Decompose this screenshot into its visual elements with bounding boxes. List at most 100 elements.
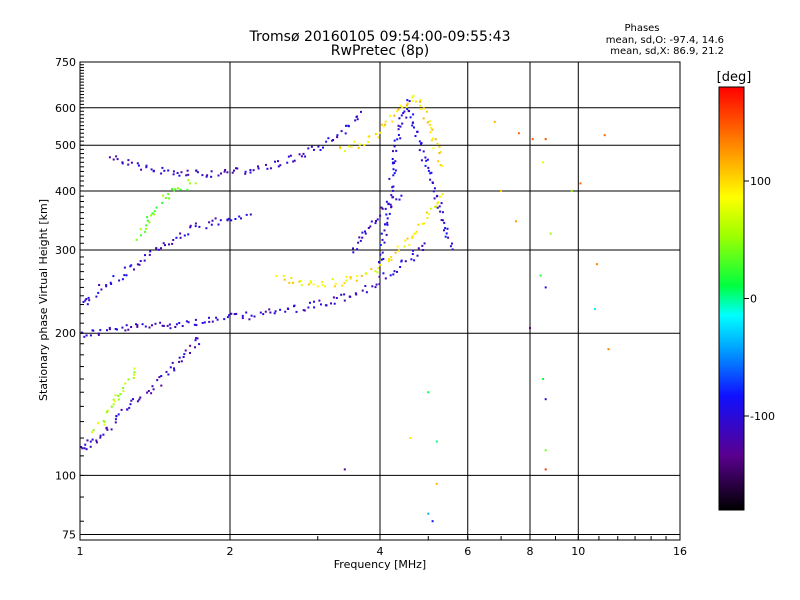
data-point <box>163 169 166 172</box>
data-point <box>449 245 452 248</box>
data-point <box>188 182 191 185</box>
data-point <box>118 279 121 282</box>
data-point <box>397 124 400 127</box>
data-point <box>169 366 172 369</box>
data-point <box>400 194 403 197</box>
data-point <box>409 437 412 439</box>
data-point <box>217 174 220 177</box>
data-point <box>173 189 176 192</box>
data-point <box>436 142 439 145</box>
data-point <box>233 313 236 316</box>
data-point <box>529 327 531 330</box>
data-point <box>139 228 142 231</box>
data-point <box>382 125 385 128</box>
data-point <box>124 382 127 385</box>
data-point <box>429 178 432 181</box>
data-point <box>136 400 139 403</box>
data-point <box>339 147 342 150</box>
data-point <box>168 197 171 200</box>
data-point <box>369 225 372 228</box>
data-point <box>392 189 394 192</box>
data-point <box>148 326 151 329</box>
data-point <box>393 145 396 148</box>
data-point <box>404 239 407 242</box>
data-point <box>130 264 133 267</box>
data-point <box>396 138 399 141</box>
data-point <box>544 398 547 401</box>
data-point <box>438 205 441 208</box>
data-point <box>391 186 394 189</box>
data-point <box>160 172 163 175</box>
data-point <box>345 124 347 127</box>
data-point <box>339 146 342 149</box>
stats-header: Phases <box>624 23 659 34</box>
data-point <box>156 379 159 382</box>
data-point <box>292 281 295 284</box>
data-point <box>198 343 201 346</box>
data-point <box>375 283 378 286</box>
data-point <box>121 278 124 281</box>
data-point <box>160 375 163 377</box>
data-point <box>146 216 149 219</box>
data-point <box>313 148 315 151</box>
data-point <box>179 232 182 235</box>
data-point <box>539 274 542 277</box>
data-point <box>390 255 393 258</box>
data-points <box>80 94 610 523</box>
data-point <box>451 248 454 251</box>
data-point <box>411 99 414 102</box>
data-point <box>307 283 310 286</box>
data-point <box>211 219 214 222</box>
data-point <box>185 174 188 177</box>
data-point <box>274 160 276 163</box>
y-tick-label: 600 <box>55 102 76 115</box>
data-point <box>361 231 364 234</box>
data-point <box>432 190 435 193</box>
data-point <box>129 403 132 406</box>
data-point <box>397 128 400 131</box>
data-point <box>397 134 400 136</box>
data-point <box>340 293 343 296</box>
data-point <box>318 299 321 302</box>
data-point <box>117 398 120 401</box>
data-point <box>378 261 380 263</box>
data-point <box>429 172 432 175</box>
data-point <box>176 172 179 174</box>
data-point <box>376 218 379 221</box>
data-point <box>121 326 124 329</box>
data-point <box>116 158 119 161</box>
data-point <box>298 280 301 283</box>
x-tick-label: 10 <box>571 545 585 558</box>
data-point <box>166 324 169 327</box>
data-point <box>406 99 409 102</box>
colorbar-label: [deg] <box>717 70 752 85</box>
data-point <box>343 468 346 471</box>
data-point <box>379 263 382 266</box>
data-point <box>309 301 311 304</box>
data-point <box>179 188 182 191</box>
data-point <box>388 260 390 263</box>
data-point <box>435 440 438 443</box>
data-point <box>97 291 100 294</box>
data-point <box>382 272 385 275</box>
data-point <box>253 315 256 318</box>
data-point <box>444 235 447 238</box>
data-point <box>83 335 86 338</box>
data-point <box>300 155 303 158</box>
data-point <box>309 281 312 284</box>
data-point <box>126 408 129 411</box>
data-point <box>287 155 290 158</box>
data-point <box>400 114 403 117</box>
data-point <box>194 346 196 349</box>
data-point <box>431 181 434 184</box>
data-point <box>430 126 433 129</box>
data-point <box>335 297 338 299</box>
data-point <box>282 274 285 277</box>
data-point <box>358 143 361 146</box>
data-point <box>406 102 409 105</box>
data-point <box>433 187 436 190</box>
data-point <box>235 312 238 315</box>
data-point <box>403 110 406 113</box>
data-point <box>224 169 227 171</box>
data-point <box>99 329 102 332</box>
